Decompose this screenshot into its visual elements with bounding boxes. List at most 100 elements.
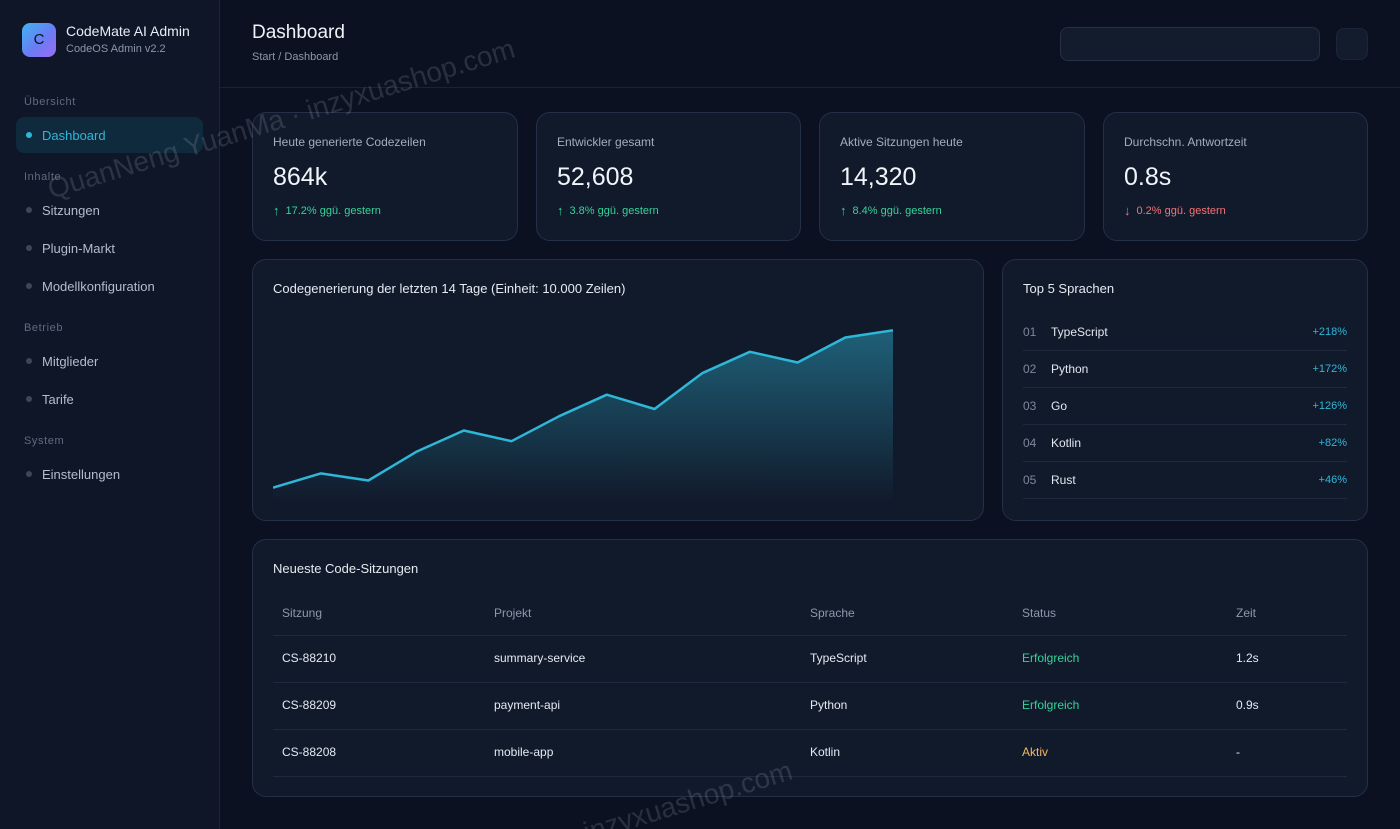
cell-project: payment-api [494, 698, 561, 712]
cell-session-id: CS-88208 [282, 745, 337, 759]
sidebar-item-sessions[interactable]: Sitzungen [16, 192, 203, 228]
nav-section-operations: Betrieb [24, 322, 64, 334]
kpi-value: 52,608 [557, 163, 634, 191]
chart-panel: Codegenerierung der letzten 14 Tage (Ein… [252, 259, 984, 521]
arrow-down-icon: ↓ [1124, 203, 1131, 218]
chart-series-line [273, 329, 894, 489]
sidebar-item-plans[interactable]: Tarife [16, 381, 203, 417]
language-growth: +82% [1318, 437, 1347, 449]
cell-time: 1.2s [1236, 651, 1259, 665]
sidebar-item-label: Plugin-Markt [42, 240, 115, 256]
sidebar: C CodeMate AI Admin CodeOS Admin v2.2 Üb… [0, 0, 220, 829]
arrow-up-icon: ↑ [840, 203, 847, 218]
cell-time: 0.9s [1236, 698, 1259, 712]
kpi-card-developers: Entwickler gesamt 52,608 ↑ 3.8% ggü. ges… [536, 112, 801, 241]
language-row[interactable]: 02 Python +172% [1023, 351, 1347, 388]
table-divider [273, 729, 1347, 730]
area-chart [273, 329, 894, 502]
kpi-label: Heute generierte Codezeilen [273, 135, 426, 149]
sidebar-item-label: Modellkonfiguration [42, 278, 155, 294]
sidebar-item-dashboard[interactable]: Dashboard [16, 117, 203, 153]
chart-area-fill [273, 330, 893, 502]
sessions-panel: Neueste Code-Sitzungen Sitzung Projekt S… [252, 539, 1368, 797]
language-rank: 05 [1023, 473, 1037, 487]
language-rank: 02 [1023, 362, 1037, 376]
kpi-value: 864k [273, 163, 328, 191]
kpi-change: ↑ 3.8% ggü. gestern [557, 203, 659, 218]
language-rank: 01 [1023, 325, 1037, 339]
cell-language: Python [810, 698, 848, 712]
language-growth: +46% [1318, 474, 1347, 486]
kpi-change-text: 0.2% ggü. gestern [1136, 204, 1226, 217]
column-header-status[interactable]: Status [1022, 606, 1057, 620]
language-row[interactable]: 01 TypeScript +218% [1023, 314, 1347, 351]
kpi-card-code-lines: Heute generierte Codezeilen 864k ↑ 17.2%… [252, 112, 518, 241]
sidebar-item-label: Einstellungen [42, 466, 121, 482]
nav-dot-icon [26, 132, 32, 138]
sidebar-item-label: Mitglieder [42, 353, 99, 369]
status-badge: Erfolgreich [1022, 698, 1080, 712]
nav-dot-icon [26, 245, 32, 251]
sessions-title: Neueste Code-Sitzungen [273, 561, 419, 576]
language-growth: +218% [1312, 326, 1347, 338]
sidebar-item-members[interactable]: Mitglieder [16, 343, 203, 379]
breadcrumb[interactable]: Start / Dashboard [252, 51, 339, 63]
sidebar-item-plugin-market[interactable]: Plugin-Markt [16, 230, 203, 266]
kpi-change-text: 17.2% ggü. gestern [285, 204, 381, 217]
cell-language: TypeScript [810, 651, 867, 665]
language-row[interactable]: 03 Go +126% [1023, 388, 1347, 425]
search-input[interactable] [1060, 27, 1320, 61]
nav-dot-icon [26, 396, 32, 402]
sidebar-item-label: Sitzungen [42, 202, 100, 218]
sidebar-item-label: Tarife [42, 391, 74, 407]
cell-project: summary-service [494, 651, 586, 665]
cell-project: mobile-app [494, 745, 554, 759]
language-name: Kotlin [1051, 436, 1082, 450]
language-name: Go [1051, 399, 1068, 413]
language-name: Rust [1051, 473, 1076, 487]
nav-section-system: System [24, 435, 65, 447]
table-divider [273, 776, 1347, 777]
cell-language: Kotlin [810, 745, 841, 759]
kpi-change: ↑ 8.4% ggü. gestern [840, 203, 942, 218]
header: Dashboard Start / Dashboard [220, 0, 1400, 88]
kpi-change: ↓ 0.2% ggü. gestern [1124, 203, 1226, 218]
nav-section-content: Inhalte [24, 171, 62, 183]
language-growth: +172% [1312, 363, 1347, 375]
cell-session-id: CS-88209 [282, 698, 337, 712]
nav-dot-icon [26, 358, 32, 364]
cell-session-id: CS-88210 [282, 651, 337, 665]
column-header-project[interactable]: Projekt [494, 606, 532, 620]
column-header-session[interactable]: Sitzung [282, 606, 323, 620]
status-badge: Aktiv [1022, 745, 1049, 759]
kpi-label: Durchschn. Antwortzeit [1124, 135, 1247, 149]
language-name: Python [1051, 362, 1089, 376]
arrow-up-icon: ↑ [557, 203, 564, 218]
kpi-value: 0.8s [1124, 163, 1172, 191]
brand-text: CodeMate AI Admin CodeOS Admin v2.2 [66, 22, 190, 57]
kpi-change-text: 3.8% ggü. gestern [569, 204, 659, 217]
nav-dot-icon [26, 283, 32, 289]
language-row[interactable]: 04 Kotlin +82% [1023, 425, 1347, 462]
cell-time: - [1236, 745, 1240, 759]
header-action-button[interactable] [1336, 28, 1368, 60]
sidebar-item-settings[interactable]: Einstellungen [16, 456, 203, 492]
chart-title: Codegenerierung der letzten 14 Tage (Ein… [273, 281, 626, 296]
nav-dot-icon [26, 471, 32, 477]
top-languages-panel: Top 5 Sprachen 01 TypeScript +218% 02 Py… [1002, 259, 1368, 521]
table-divider [273, 635, 1347, 636]
kpi-card-response-time: Durchschn. Antwortzeit 0.8s ↓ 0.2% ggü. … [1103, 112, 1368, 241]
kpi-label: Aktive Sitzungen heute [840, 135, 963, 149]
kpi-card-active-sessions: Aktive Sitzungen heute 14,320 ↑ 8.4% ggü… [819, 112, 1085, 241]
sidebar-item-label: Dashboard [42, 127, 106, 143]
page-title: Dashboard [252, 22, 345, 43]
language-rank: 03 [1023, 399, 1037, 413]
column-header-language[interactable]: Sprache [810, 606, 855, 620]
sidebar-item-model-config[interactable]: Modellkonfiguration [16, 268, 203, 304]
language-row[interactable]: 05 Rust +46% [1023, 462, 1347, 499]
app-logo: C [22, 22, 56, 57]
brand[interactable]: C CodeMate AI Admin CodeOS Admin v2.2 [22, 22, 190, 57]
column-header-time[interactable]: Zeit [1236, 606, 1257, 620]
language-rank: 04 [1023, 436, 1037, 450]
kpi-change: ↑ 17.2% ggü. gestern [273, 203, 381, 218]
